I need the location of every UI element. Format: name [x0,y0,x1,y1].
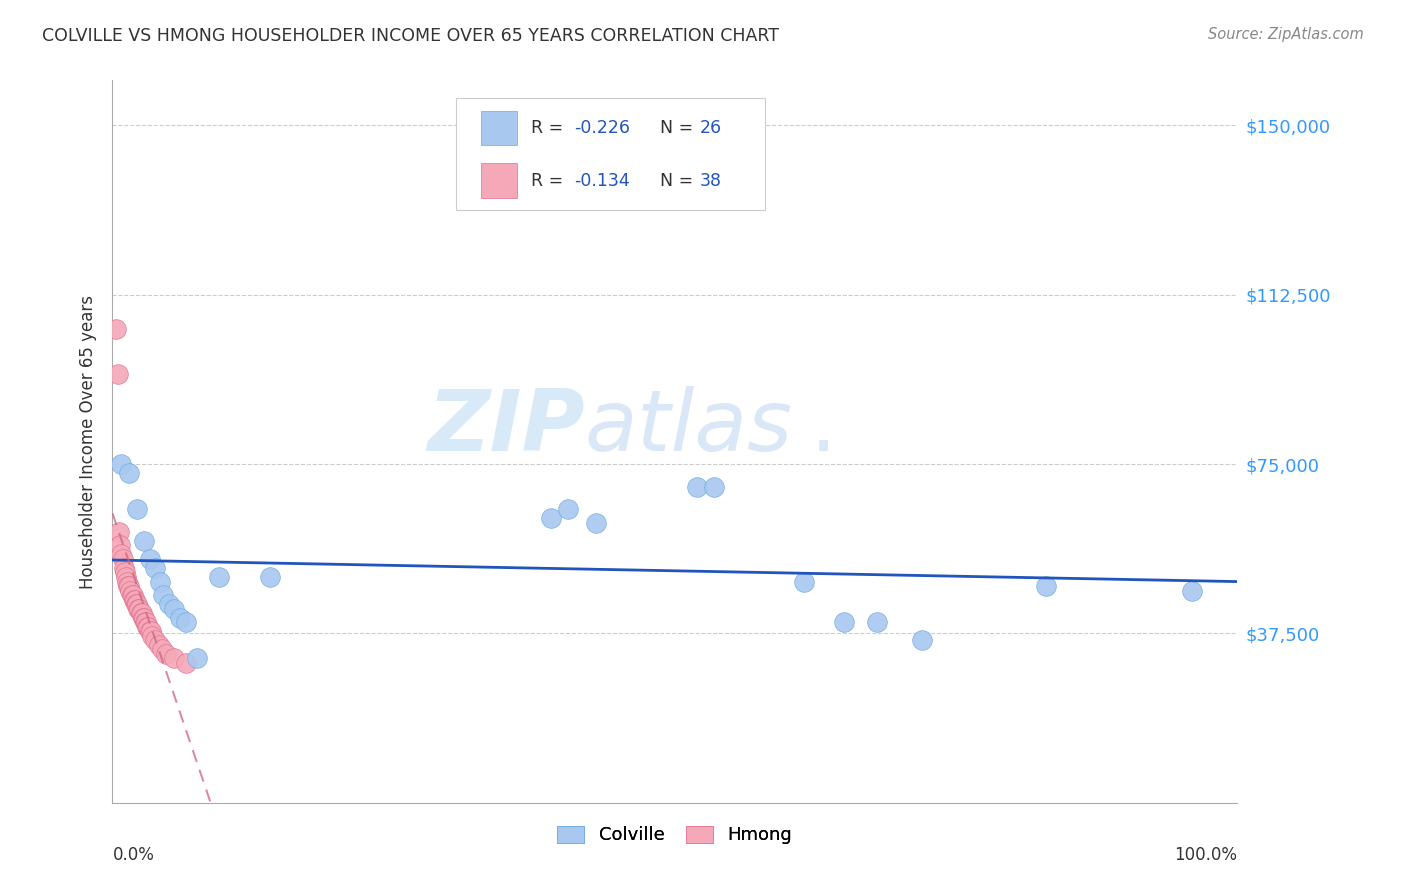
Point [141,629,163,643]
Point [132,533,155,548]
Point [174,615,197,630]
Point [557,502,579,516]
Point [128,601,150,615]
Text: -0.226: -0.226 [574,120,630,137]
Point [259,570,281,584]
Point [135,615,157,630]
Point [115,574,138,589]
Point [121,588,143,602]
Text: 38: 38 [700,171,721,189]
Point [163,651,186,665]
Point [132,610,155,624]
Point [127,597,149,611]
Point [127,502,149,516]
Point [120,583,142,598]
Y-axis label: Householder Income Over 65 years: Householder Income Over 65 years [79,294,97,589]
Point [163,601,186,615]
Point [585,516,607,530]
Text: COLVILLE VS HMONG HOUSEHOLDER INCOME OVER 65 YEARS CORRELATION CHART: COLVILLE VS HMONG HOUSEHOLDER INCOME OVE… [42,27,779,45]
Text: atlas: atlas [585,385,793,468]
Point [111,552,134,566]
Point [104,321,127,335]
Point [208,570,231,584]
Point [138,552,160,566]
Point [540,511,562,525]
Point [136,620,159,634]
Text: -0.134: -0.134 [574,171,630,189]
Point [186,651,208,665]
Point [131,606,153,620]
Text: 100.0%: 100.0% [1174,847,1237,864]
Point [139,624,162,639]
Point [143,633,166,648]
Point [110,457,132,471]
Point [132,610,155,624]
Point [118,466,141,480]
Point [703,480,725,494]
Point [152,588,174,602]
Text: ZIP: ZIP [427,385,585,468]
Point [150,642,173,657]
Point [148,638,170,652]
Text: N =: N = [650,120,699,137]
Text: 0.0%: 0.0% [112,847,155,864]
Point [124,592,146,607]
Point [118,579,141,593]
Point [110,538,132,552]
Point [114,566,136,580]
Point [793,574,815,589]
Point [1035,579,1057,593]
FancyBboxPatch shape [481,163,517,198]
Point [127,601,149,615]
Point [112,561,135,575]
Legend: Colville, Hmong: Colville, Hmong [550,818,800,852]
Text: Source: ZipAtlas.com: Source: ZipAtlas.com [1208,27,1364,42]
Point [911,633,934,648]
Point [129,606,152,620]
Point [169,610,191,624]
Point [125,597,148,611]
Point [110,548,132,562]
Point [121,588,143,602]
Point [157,597,180,611]
Text: N =: N = [650,171,699,189]
Text: .: . [810,385,837,468]
Text: R =: R = [531,171,568,189]
Point [866,615,889,630]
FancyBboxPatch shape [456,98,765,211]
Point [108,524,131,539]
Point [832,615,855,630]
Point [115,570,138,584]
Point [143,561,166,575]
Point [122,592,145,607]
Point [138,620,160,634]
Point [117,579,139,593]
Point [149,574,172,589]
Text: R =: R = [531,120,568,137]
Point [174,656,197,670]
Point [134,615,156,630]
Point [686,480,709,494]
FancyBboxPatch shape [481,111,517,145]
Text: 26: 26 [700,120,721,137]
Point [107,367,129,381]
Point [138,624,160,639]
Point [155,647,177,661]
Point [1181,583,1204,598]
